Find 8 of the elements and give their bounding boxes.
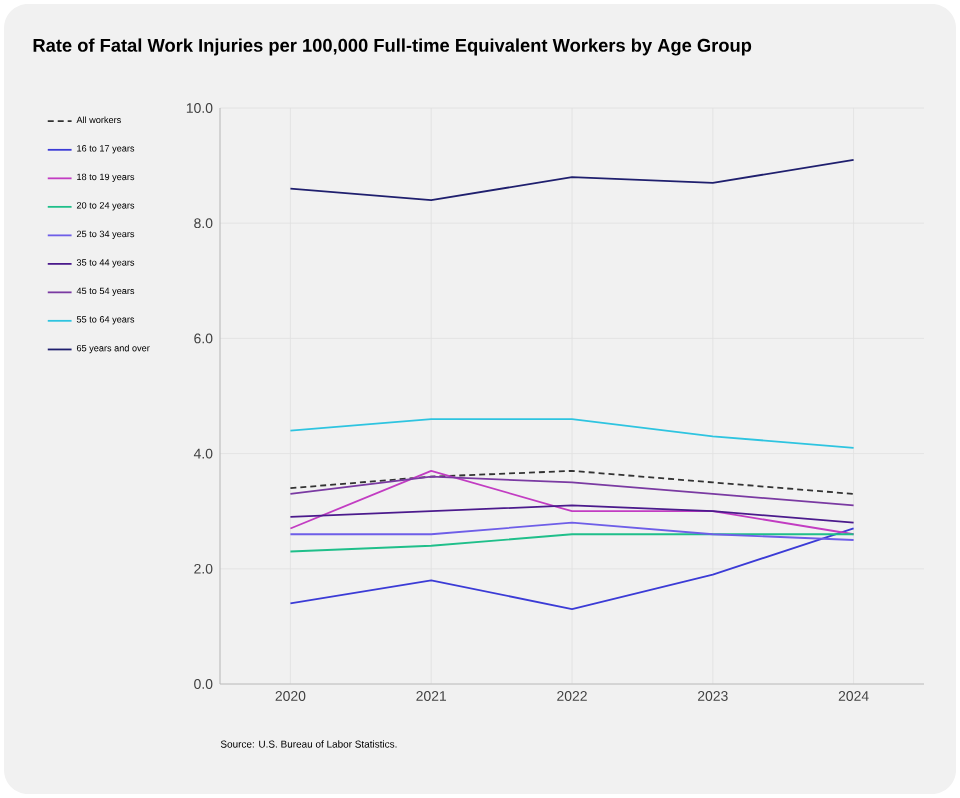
line-series	[289, 527, 855, 611]
line-series	[289, 469, 855, 536]
line-series	[289, 504, 855, 524]
line-series	[289, 158, 855, 202]
line-series	[289, 469, 855, 495]
chart-title: Rate of Fatal Work Injuries per 100,000 Full-time Equivalent Workers by Age Group	[33, 38, 752, 56]
line-series	[289, 418, 855, 449]
line-series	[289, 475, 855, 507]
